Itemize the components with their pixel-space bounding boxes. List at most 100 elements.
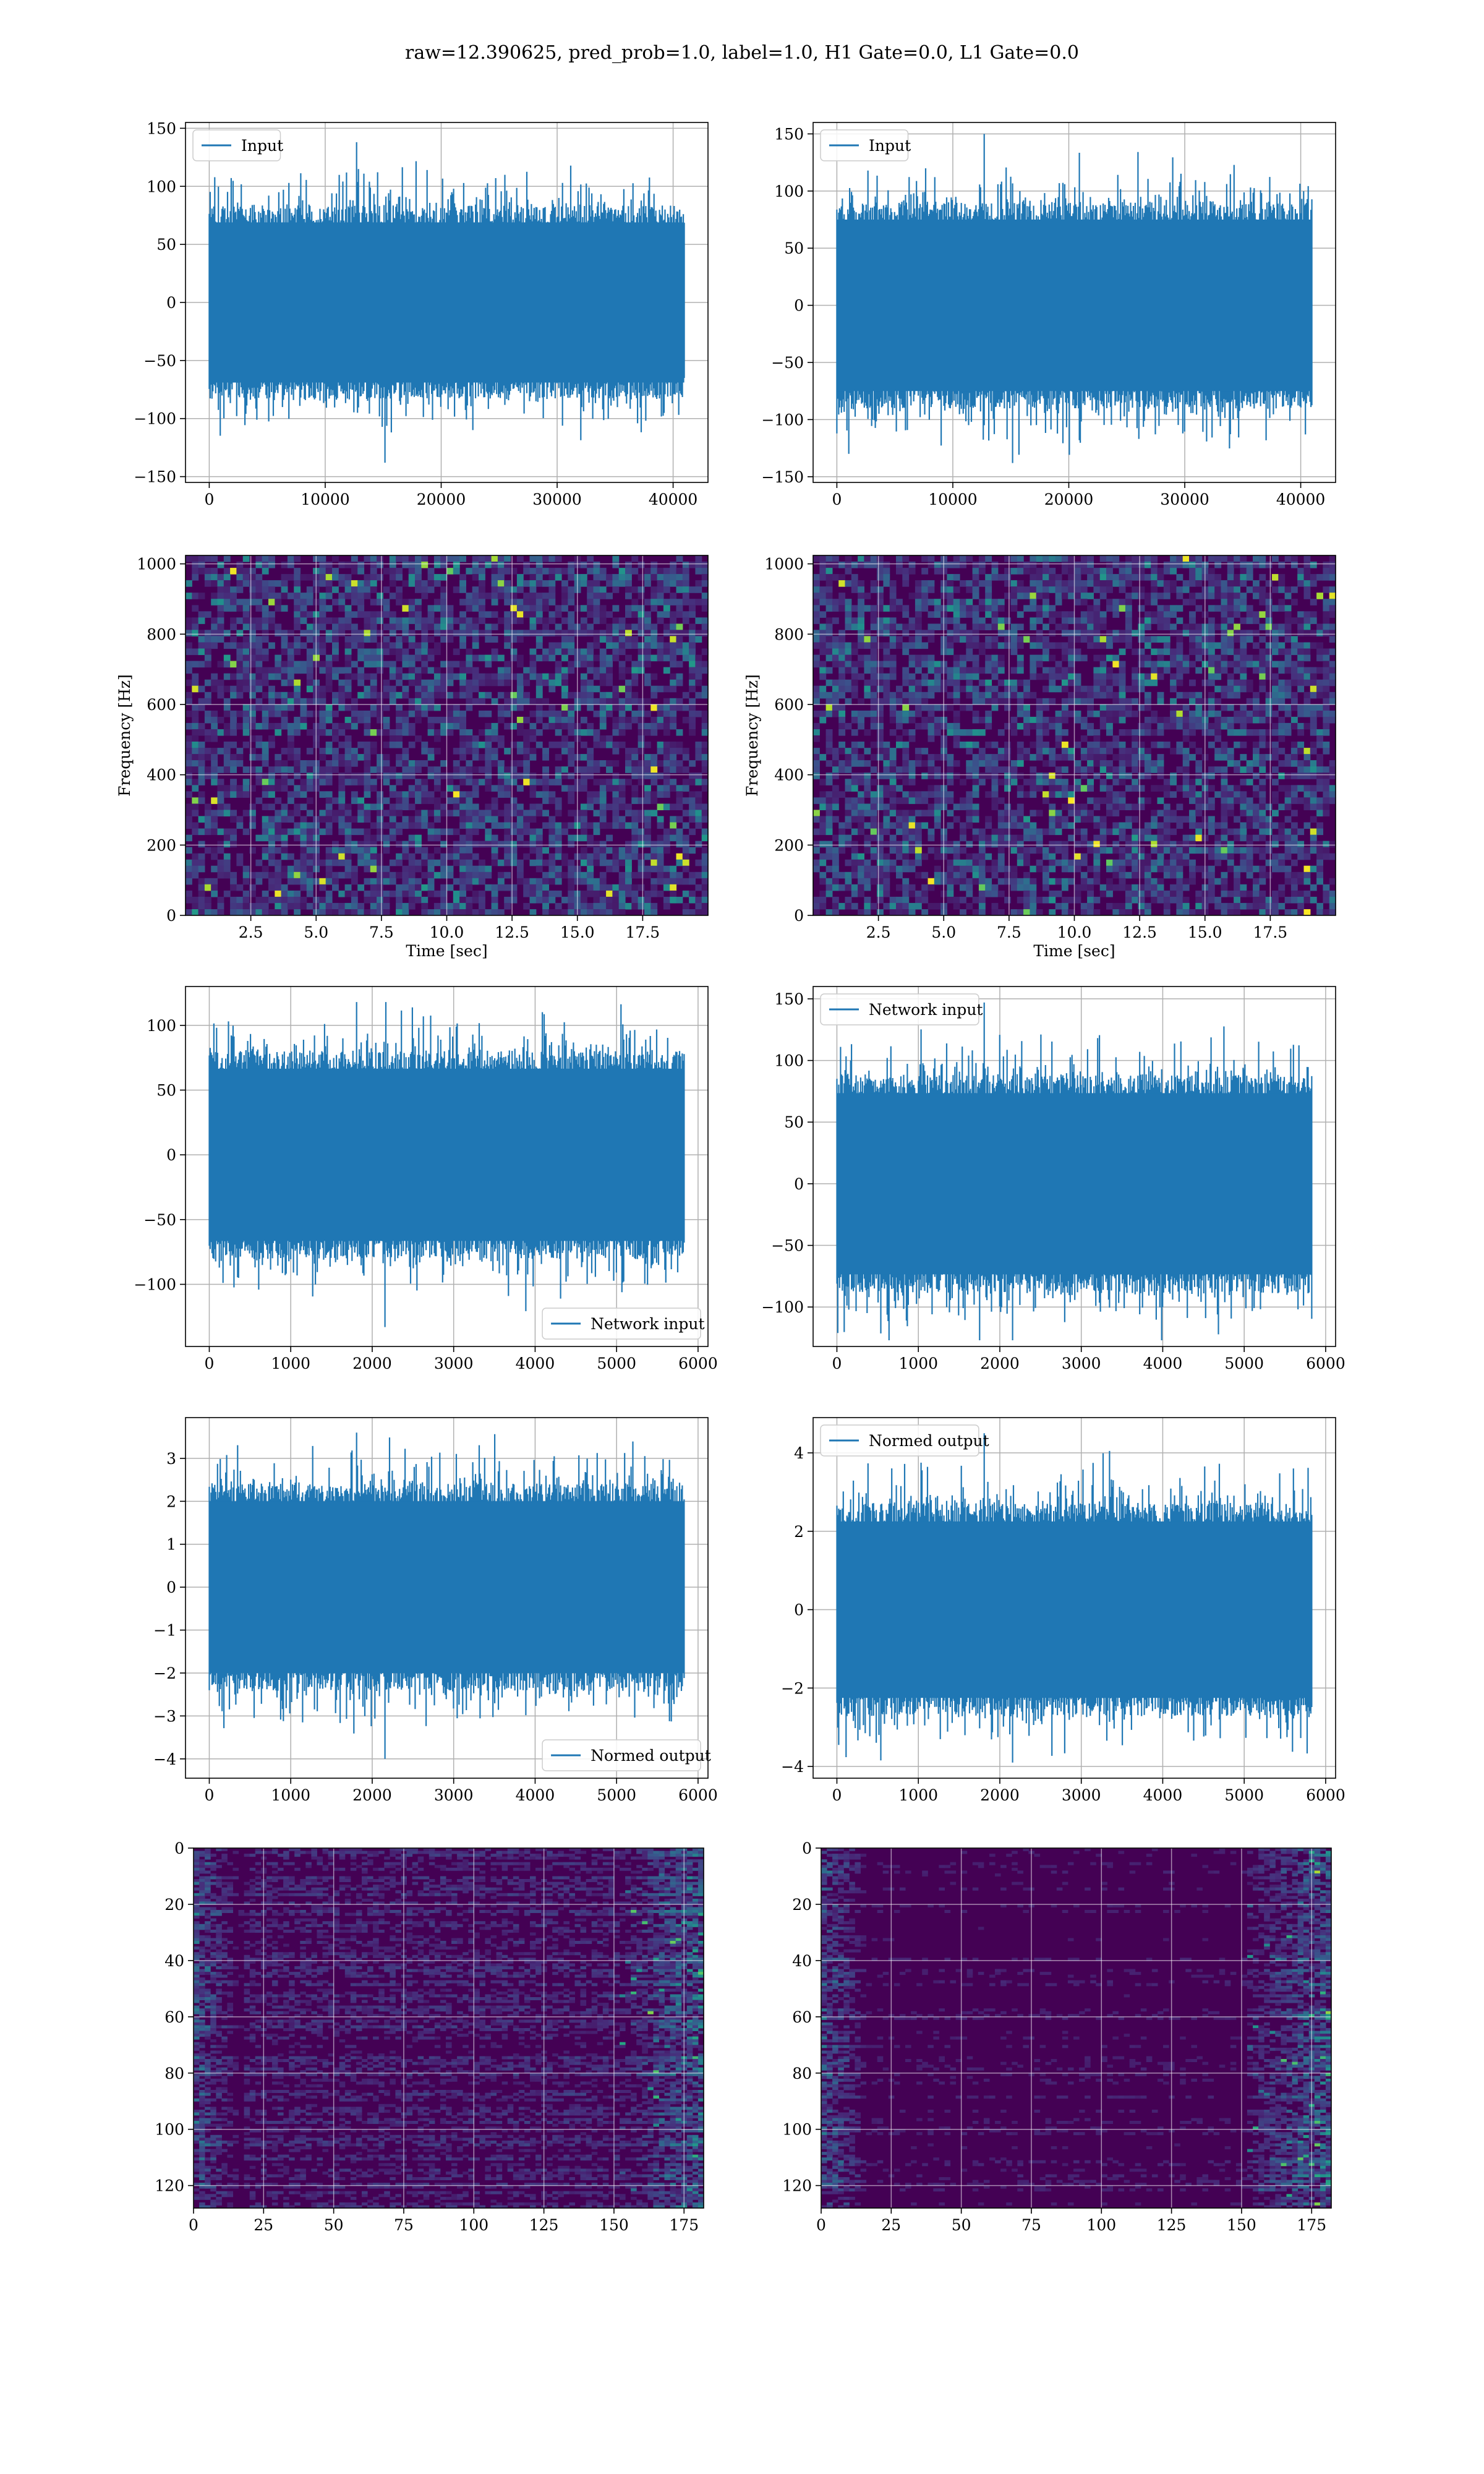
spectrogram-l1-cell [908,685,916,693]
spectrogram-h1-cell [421,636,429,643]
input-l1-chart: 0 10000 20000 30000 40000−150−100−5005010015… [761,122,1336,508]
spectrogram-h1-cell [268,617,275,624]
spectrogram-h1-cell [294,642,301,649]
spectrogram-h1-cell [319,685,326,693]
spectrogram-h1-cell [281,896,288,904]
spectrogram-h1-cell [548,890,556,897]
spectrogram-h1-cell [249,785,256,792]
spectrogram-l1-cell [997,654,1005,662]
spectrogram-l1-cell [1323,710,1330,717]
spectrogram-h1-cell [192,859,199,867]
input-h1-xtick-label-4: 40000 [649,490,698,508]
spectrogram-h1-cell [479,617,485,624]
spectrogram-h1-cell [268,834,275,842]
spectrogram-h1-cell [516,586,524,593]
spectrogram-l1-cell [819,661,827,668]
spectrogram-h1-cell [255,617,263,624]
spectrogram-h1-cell [198,630,205,636]
spectrogram-h1-cell [676,766,683,773]
spectrogram-h1-cell [377,834,383,842]
spectrogram-h1-cell [587,791,594,798]
spectrogram-h1-cell [625,630,632,636]
spectrogram-h1-cell [204,803,211,810]
spectrogram-h1-cell [631,791,639,798]
spectrogram-h1-cell [606,698,613,705]
spectrogram-l1-cell [813,580,820,587]
spectrogram-h1-cell [606,896,613,904]
spectrogram-h1-cell [485,754,492,761]
spectrogram-h1-cell [268,685,275,693]
spectrogram-h1-cell [306,667,313,674]
spectrogram-l1-cell [985,599,992,606]
spectrogram-l1-cell [1017,654,1024,662]
spectrogram-l1-cell [851,691,858,699]
spectrogram-l1-cell [1329,710,1336,717]
spectrogram-h1-cell [338,630,346,636]
spectrogram-h1-cell [485,810,492,816]
spectrogram-h1-cell [294,593,301,599]
spectrogram-l1-cell [1182,722,1190,730]
spectrogram-h1-cell [389,555,396,562]
spectrogram-l1-cell [1284,605,1292,612]
spectrogram-h1-cell [446,797,454,804]
spectrogram-l1-cell [1132,574,1139,581]
spectrogram-h1-cell [186,754,192,761]
spectrogram-h1-cell [204,611,211,618]
spectrogram-h1-cell [689,654,696,662]
spectrogram-h1-cell [542,648,549,656]
spectrogram-l1-cell [1176,679,1183,687]
spectrogram-h1-cell [606,847,613,854]
spectrogram-l1-cell [838,685,846,693]
spectrogram-l1-cell [1284,661,1292,668]
spectrogram-h1-cell [657,865,664,873]
spectrogram-l1-cell [1303,586,1311,593]
spectrogram-l1-cell [1036,636,1043,643]
spectrogram-h1-cell [262,890,269,897]
spectrogram-h1-cell [491,748,498,755]
spectrogram-l1-cell [858,710,864,717]
spectrogram-h1-cell [497,760,505,767]
spectrogram-l1-cell [1049,605,1056,612]
spectrogram-h1-cell [491,679,498,687]
spectrogram-h1-cell [535,896,543,904]
spectrogram-l1-cell [1157,574,1164,581]
spectrogram-l1-cell [1246,574,1253,581]
spectrogram-h1-cell [408,679,416,687]
spectrogram-l1-cell [1240,685,1247,693]
spectrogram-l1-cell [966,599,973,606]
spectrogram-l1-cell [978,568,986,575]
spectrogram-h1-cell [192,902,199,910]
spectrogram-h1-cell [612,722,620,730]
spectrogram-l1-cell [1278,586,1286,593]
spectrogram-h1-cell [701,630,709,636]
spectrogram-h1-cell [370,859,377,867]
spectrogram-h1-cell [370,574,377,581]
spectrogram-l1-cell [1323,722,1330,730]
spectrogram-h1-cell [275,896,282,904]
spectrogram-h1-cell [211,828,218,836]
spectrogram-h1-cell [504,679,511,687]
spectrogram-l1-cell [825,679,833,687]
spectrogram-h1-cell [459,884,466,891]
spectrogram-h1-cell [625,562,632,568]
spectrogram-h1-cell [606,611,613,618]
spectrogram-h1-cell [535,859,543,867]
spectrogram-h1-cell [670,766,677,773]
spectrogram-l1-cell [1068,654,1075,662]
spectrogram-h1-cell [670,636,677,643]
spectrogram-l1-cell [1303,562,1311,568]
spectrogram-h1-cell [332,735,339,742]
spectrogram-l1-cell [1068,617,1075,624]
spectrogram-h1-cell [701,834,709,842]
spectrogram-h1-cell [587,773,594,779]
spectrogram-h1-cell [262,902,269,910]
spectrogram-h1-cell [223,859,231,867]
spectrogram-l1-cell [1023,710,1030,717]
spectrogram-h1-cell [383,797,390,804]
spectrogram-h1-cell [440,828,448,836]
spectrogram-h1-cell [255,586,263,593]
spectrogram-h1-cell [535,673,543,680]
spectrogram-h1-cell [402,766,409,773]
spectrogram-l1-cell [1323,685,1330,693]
spectrogram-h1-cell [306,828,313,836]
